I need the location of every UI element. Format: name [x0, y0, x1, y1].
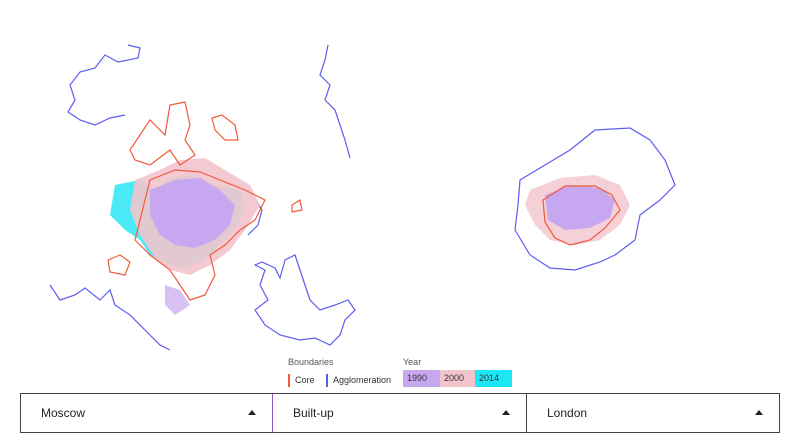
- maps: [49, 44, 676, 351]
- london: [514, 127, 676, 271]
- moscow-core: [107, 101, 303, 301]
- legend-agglomeration: Agglomeration: [326, 374, 391, 387]
- legend-title: Boundaries: [288, 357, 334, 367]
- moscow-agglomeration: [49, 44, 356, 351]
- city-select[interactable]: London: [526, 393, 780, 433]
- year-swatch: 2000: [440, 370, 475, 387]
- legend-title: Year: [403, 357, 422, 367]
- moscow-built-up: [110, 158, 260, 315]
- legend-core: Core: [288, 374, 315, 387]
- year-swatch: 2014: [475, 370, 512, 387]
- city-select[interactable]: Moscow: [20, 393, 273, 433]
- layer-select[interactable]: Built-up: [272, 393, 527, 433]
- year-swatch: 1990: [403, 370, 440, 387]
